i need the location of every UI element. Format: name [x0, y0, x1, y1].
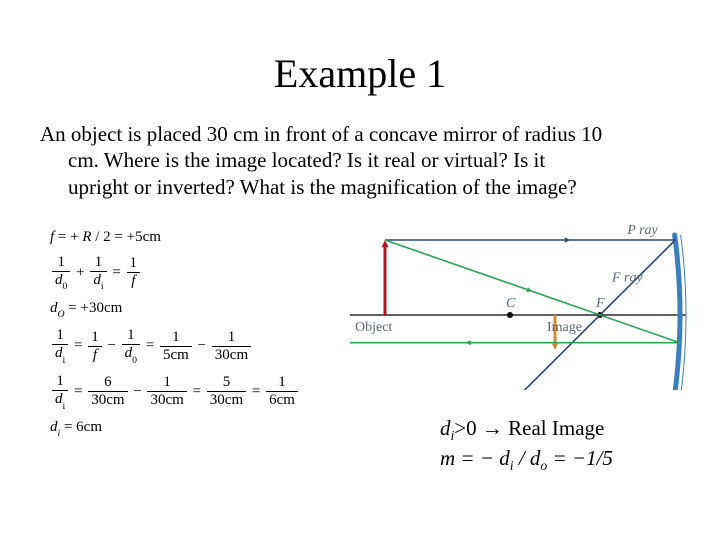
eqn-row-4: 1di = 1f − 1d0 = 15cm − 130cm — [50, 328, 300, 364]
svg-text:P ray: P ray — [626, 223, 658, 238]
ray-diagram: Object Image C F P ray F ray — [350, 220, 700, 390]
problem-line1: An object is placed 30 cm in front of a … — [40, 122, 602, 146]
eqn-row-2: 1d0 + 1di = 1f — [50, 255, 300, 291]
svg-text:F ray: F ray — [611, 270, 644, 285]
conclusion-line2: m = − di / do = −1/5 — [440, 445, 613, 475]
eqn-row-3: dO = +30cm — [50, 301, 300, 319]
svg-text:C: C — [506, 296, 516, 311]
eqn-row-5: 1di = 630cm − 130cm = 530cm = 16cm — [50, 374, 300, 410]
svg-text:Object: Object — [355, 320, 392, 335]
conclusion-block: di>0 → Real Image m = − di / do = −1/5 — [440, 415, 613, 475]
eqn-row-6: di = 6cm — [50, 420, 300, 438]
svg-text:F: F — [595, 296, 605, 311]
problem-statement: An object is placed 30 cm in front of a … — [40, 121, 680, 200]
conclusion-line1: di>0 → Real Image — [440, 415, 613, 445]
equations-block: f = + R / 2 = +5cm 1d0 + 1di = 1f dO = +… — [50, 220, 300, 448]
problem-line2: cm. Where is the image located? Is it re… — [40, 147, 680, 173]
slide-title: Example 1 — [40, 50, 680, 97]
problem-line3: upright or inverted? What is the magnifi… — [40, 174, 680, 200]
svg-text:Image: Image — [547, 320, 582, 335]
eqn-row-1: f = + R / 2 = +5cm — [50, 230, 300, 245]
